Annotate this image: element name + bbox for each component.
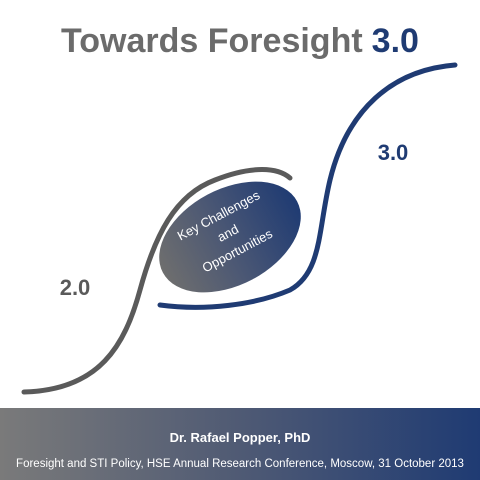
curve-2-0 xyxy=(21,167,293,395)
bubble: Key Challenges and Opportunities xyxy=(159,181,301,293)
stage-label: 2.0 xyxy=(60,275,91,300)
footer-event: Foresight and STI Policy, HSE Annual Res… xyxy=(16,458,464,470)
title-text: Towards Foresight xyxy=(61,22,363,60)
title-highlight: 3.0 xyxy=(372,22,419,60)
footer-band xyxy=(0,408,480,480)
stage-label: 3.0 xyxy=(378,140,409,165)
slide-title: Towards Foresight 3.0 xyxy=(61,22,419,60)
footer-author: Dr. Rafael Popper, PhD xyxy=(170,430,311,445)
bubble-shape xyxy=(159,181,301,293)
curve-3-0 xyxy=(157,62,458,310)
